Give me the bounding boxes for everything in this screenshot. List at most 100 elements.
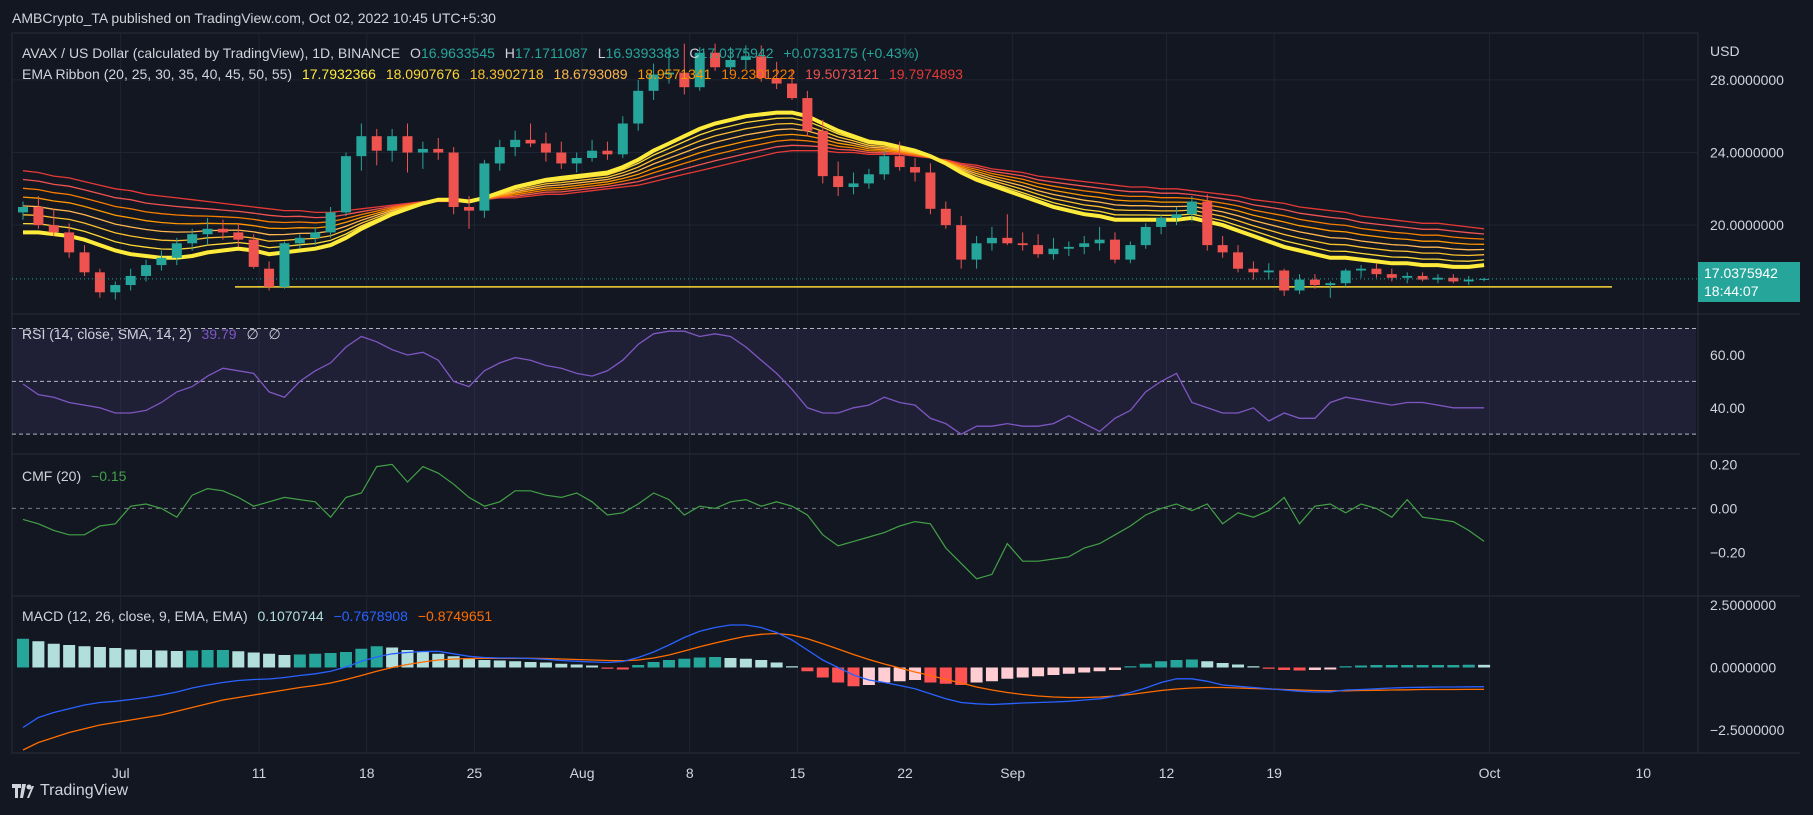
candle-body	[940, 208, 951, 226]
macd-signal-value: −0.8749651	[417, 608, 493, 624]
macd-histogram-bar	[786, 666, 798, 668]
macd-histogram-bar	[232, 651, 245, 668]
candle-body	[817, 130, 828, 177]
macd-histogram-bar	[263, 653, 276, 668]
candle-body	[94, 272, 105, 293]
macd-histogram-bar	[539, 662, 552, 668]
candle-body	[802, 98, 813, 131]
macd-histogram-bar	[386, 647, 399, 668]
ema-value-3: 18.6793089	[553, 66, 628, 82]
cmf-tick-label: −0.20	[1710, 544, 1746, 560]
candle-body	[1402, 275, 1413, 278]
candle-body	[48, 225, 59, 233]
candle-body	[1279, 270, 1290, 291]
candle-body	[863, 174, 874, 184]
x-tick-label: Jul	[112, 765, 130, 781]
macd-histogram-bar	[878, 667, 891, 683]
high-value: H17.1711087	[504, 45, 588, 61]
tradingview-brand[interactable]: TradingView	[12, 782, 128, 800]
candle-body	[264, 268, 275, 287]
macd-histogram-bar	[278, 655, 291, 668]
candle-body	[740, 56, 751, 60]
candle-body	[1356, 268, 1367, 271]
macd-histogram-bar	[555, 663, 568, 668]
macd-histogram-bar	[1308, 667, 1321, 670]
candle-body	[356, 136, 367, 157]
cmf-legend: CMF (20) −0.15	[22, 468, 132, 484]
macd-histogram-bar	[955, 667, 968, 685]
rsi-line	[22, 330, 1485, 435]
candle-body	[494, 147, 505, 164]
candle-body	[433, 148, 444, 153]
macd-histogram-bar	[1108, 667, 1121, 670]
ema-line-3	[22, 128, 1485, 251]
macd-histogram-bar	[140, 650, 153, 668]
ema-value-2: 18.3902718	[469, 66, 544, 82]
candle-body	[925, 172, 936, 209]
macd-histogram-bar	[447, 656, 460, 668]
macd-histogram-bar	[109, 648, 122, 668]
open-value: O16.9633545	[410, 45, 495, 61]
candle-body	[971, 243, 982, 260]
ema-value-4: 18.9571341	[637, 66, 712, 82]
macd-hist-value: 0.1070744	[257, 608, 324, 624]
macd-histogram-bar	[1431, 665, 1444, 668]
macd-histogram-bar	[247, 652, 260, 668]
candle-body	[417, 148, 428, 153]
candle-body	[1186, 201, 1197, 215]
macd-histogram-bar	[1124, 666, 1137, 668]
candle-body	[33, 206, 44, 226]
ema-line-5	[22, 139, 1485, 240]
candle-body	[18, 206, 28, 213]
candle-body	[248, 239, 259, 267]
candle-body	[156, 257, 167, 266]
macd-histogram-bar	[847, 667, 860, 687]
macd-histogram-bar	[832, 667, 845, 683]
candle-body	[540, 143, 551, 153]
price-tick-label: 28.0000000	[1710, 72, 1784, 88]
close-value: C17.0375942	[689, 45, 774, 61]
macd-line-value: −0.7678908	[333, 608, 408, 624]
macd-histogram-bar	[355, 648, 368, 668]
change-value: +0.0733175 (+0.43%)	[783, 45, 919, 61]
candle-body	[986, 237, 997, 244]
x-tick-label: 15	[790, 765, 806, 781]
candle-body	[1432, 277, 1443, 280]
cmf-tick-label: 0.00	[1710, 500, 1737, 516]
macd-histogram-bar	[17, 638, 29, 668]
ema-line-4	[22, 133, 1485, 245]
cmf-line	[22, 463, 1485, 580]
macd-histogram-bar	[1139, 663, 1152, 668]
macd-histogram-bar	[939, 667, 952, 684]
macd-histogram-bar	[1355, 665, 1368, 668]
macd-histogram-bar	[647, 662, 660, 668]
candle-body	[787, 83, 797, 99]
ema-line-2	[22, 122, 1485, 257]
candle-body	[233, 232, 244, 240]
x-tick-label: 11	[252, 765, 267, 781]
candle-body	[879, 156, 890, 175]
candle-body	[648, 74, 659, 91]
tradingview-logo-icon	[12, 784, 34, 798]
macd-histogram-bar	[1370, 665, 1383, 668]
macd-histogram-bar	[155, 650, 168, 668]
candle-body	[617, 123, 628, 155]
candle-body	[694, 52, 705, 88]
rsi-tick-label: 60.00	[1710, 347, 1745, 363]
candle-body	[279, 243, 290, 287]
macd-histogram-bar	[216, 650, 229, 668]
candle-body	[725, 59, 736, 68]
x-tick-label: 22	[897, 765, 913, 781]
candle-body	[1156, 217, 1167, 227]
candle-body	[710, 52, 721, 68]
macd-histogram-bar	[724, 658, 737, 668]
candle-body	[310, 232, 321, 238]
candle-body	[1263, 270, 1274, 273]
ema-value-0: 17.7932366	[301, 66, 376, 82]
low-value: L16.9393383	[597, 45, 680, 61]
macd-histogram-bar	[1385, 665, 1398, 668]
ema-line-7	[22, 150, 1485, 230]
candle-body	[202, 228, 213, 235]
macd-histogram-bar	[401, 650, 414, 668]
